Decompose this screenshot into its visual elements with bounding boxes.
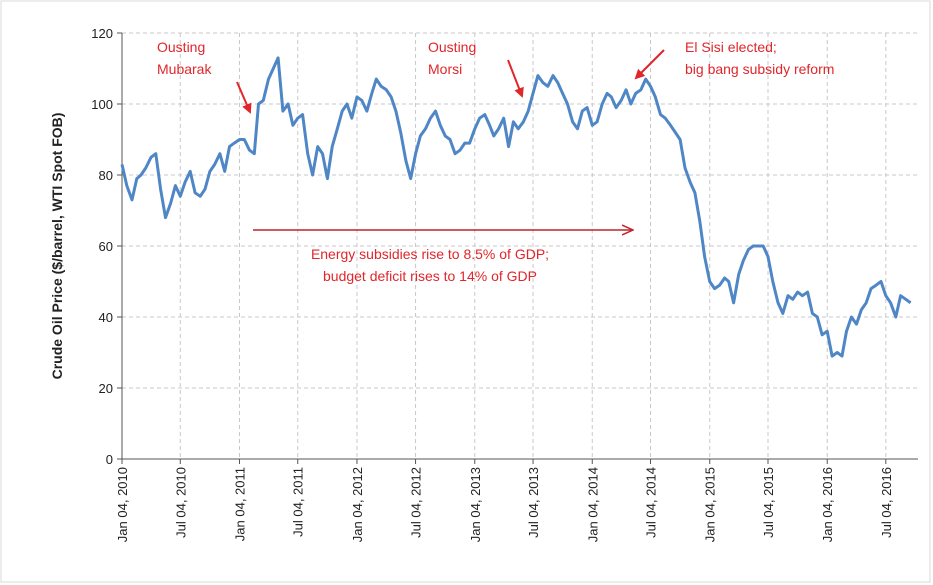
y-tick-label: 40 (99, 310, 113, 325)
annotation: Ousting (428, 39, 476, 55)
annotation: Ousting (157, 39, 205, 55)
x-tick-label: Jan 04, 2011 (232, 467, 247, 541)
x-tick-label: Jul 04, 2011 (291, 467, 306, 537)
y-tick-label: 100 (91, 97, 113, 112)
y-tick-label: 80 (99, 168, 113, 183)
x-tick-label: Jan 04, 2013 (468, 467, 483, 542)
x-tick-label: Jul 04, 2010 (173, 467, 188, 538)
annotation: Mubarak (157, 61, 212, 77)
x-tick-label: Jul 04, 2015 (761, 467, 776, 538)
x-tick-label: Jul 04, 2012 (409, 467, 424, 538)
y-axis-label: Crude Oil Price ($/barrel, WTI Spot FOB) (49, 113, 65, 380)
annotation-arrow (236, 81, 252, 114)
x-tick-label: Jan 04, 2010 (115, 467, 130, 542)
x-tick-label: Jul 04, 2013 (526, 467, 541, 538)
x-tick-label: Jul 04, 2016 (879, 467, 894, 538)
y-tick-label: 0 (106, 452, 113, 467)
annotation: budget deficit rises to 14% of GDP (323, 268, 537, 284)
y-tick-label: 20 (99, 381, 113, 396)
annotation-arrow (507, 59, 524, 98)
plot-area: 0 20 40 60 80 100 120 Jan 04, 2010 Jul 04, 2010 J… (91, 26, 918, 542)
x-tick-label: Jan 04, 2015 (703, 467, 718, 542)
y-tick-label: 120 (91, 26, 113, 41)
annotation: big bang subsidy reform (685, 61, 834, 77)
y-tick-label: 60 (99, 239, 113, 254)
x-tick-label: Jan 04, 2014 (585, 467, 600, 542)
annotation: Energy subsidies rise to 8.5% of GDP; (311, 246, 549, 262)
annotation-arrow (634, 49, 665, 80)
annotation: Morsi (428, 61, 462, 77)
x-tick-label: Jan 04, 2016 (820, 467, 835, 542)
x-tick-label: Jan 04, 2012 (350, 467, 365, 542)
x-tick-label: Jul 04, 2014 (644, 467, 659, 538)
annotation: El Sisi elected; (685, 39, 777, 55)
data-line (120, 56, 912, 358)
